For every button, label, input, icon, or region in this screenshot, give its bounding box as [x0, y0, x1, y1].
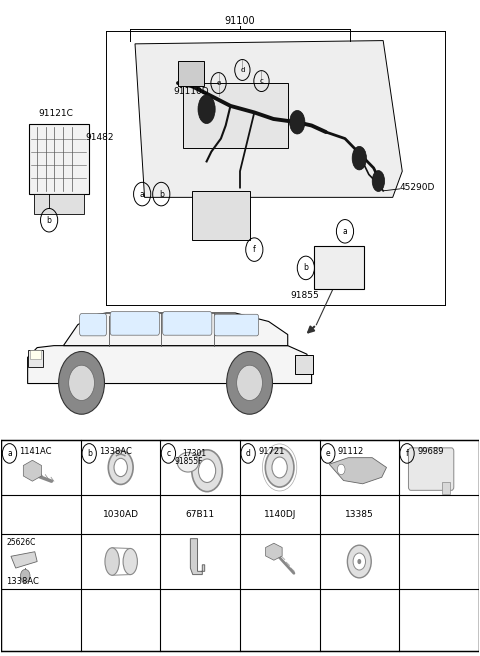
Text: a: a	[7, 449, 12, 458]
Text: 91721: 91721	[258, 447, 285, 456]
Text: 91482: 91482	[85, 133, 113, 142]
Circle shape	[21, 569, 30, 583]
Text: 1141AC: 1141AC	[20, 447, 52, 456]
Circle shape	[59, 352, 105, 414]
Text: b: b	[159, 190, 164, 199]
Bar	[28, 350, 43, 367]
Text: 13385: 13385	[345, 510, 374, 519]
Text: c: c	[167, 449, 170, 458]
Text: 25626C: 25626C	[6, 538, 36, 546]
Text: f: f	[253, 245, 256, 254]
FancyBboxPatch shape	[163, 312, 212, 335]
Text: b: b	[47, 216, 51, 225]
Text: a: a	[343, 227, 348, 236]
Bar	[183, 83, 288, 148]
Text: d: d	[240, 67, 245, 73]
FancyBboxPatch shape	[110, 312, 159, 335]
Circle shape	[265, 448, 294, 487]
Polygon shape	[24, 461, 41, 482]
Circle shape	[114, 459, 127, 477]
Text: 1030AD: 1030AD	[103, 510, 139, 519]
Polygon shape	[265, 543, 282, 560]
Circle shape	[69, 365, 95, 401]
Circle shape	[337, 464, 345, 475]
Bar	[30, 350, 40, 359]
Circle shape	[108, 451, 133, 484]
Circle shape	[272, 457, 287, 478]
Text: 1338AC: 1338AC	[6, 577, 39, 586]
Ellipse shape	[352, 146, 366, 170]
Bar	[442, 482, 450, 493]
Bar	[178, 62, 204, 87]
Bar	[295, 356, 313, 374]
Text: 1140DJ: 1140DJ	[264, 510, 296, 519]
Circle shape	[199, 459, 216, 482]
Bar	[1, 440, 479, 651]
Text: a: a	[140, 190, 144, 199]
Polygon shape	[11, 552, 37, 568]
Text: 45290D: 45290D	[400, 183, 435, 192]
Ellipse shape	[105, 548, 119, 575]
Circle shape	[353, 553, 365, 570]
Text: 17301: 17301	[182, 449, 206, 458]
Text: d: d	[246, 449, 251, 458]
Bar	[34, 194, 84, 214]
Circle shape	[192, 450, 222, 491]
Text: b: b	[303, 264, 308, 272]
Circle shape	[237, 365, 263, 401]
Text: 91855: 91855	[290, 291, 319, 300]
FancyBboxPatch shape	[214, 314, 259, 336]
Circle shape	[348, 545, 371, 578]
Ellipse shape	[289, 110, 305, 134]
Ellipse shape	[198, 95, 215, 123]
Polygon shape	[135, 41, 402, 197]
Polygon shape	[329, 458, 386, 483]
FancyBboxPatch shape	[80, 314, 107, 336]
Text: c: c	[260, 78, 264, 84]
Text: 91110D: 91110D	[173, 87, 209, 96]
Text: b: b	[87, 449, 92, 458]
Text: 67B11: 67B11	[186, 510, 215, 519]
Text: 99689: 99689	[417, 447, 444, 456]
Ellipse shape	[372, 171, 384, 192]
Text: 1338AC: 1338AC	[99, 447, 132, 456]
Text: e: e	[216, 80, 221, 86]
Ellipse shape	[123, 548, 137, 575]
Circle shape	[227, 352, 273, 414]
Bar	[314, 247, 364, 289]
Text: 91855F: 91855F	[175, 457, 203, 466]
Polygon shape	[28, 346, 312, 384]
Text: 91121C: 91121C	[39, 109, 74, 117]
Bar	[192, 191, 250, 240]
Polygon shape	[191, 539, 204, 575]
Ellipse shape	[177, 453, 199, 472]
Text: e: e	[325, 449, 330, 458]
Polygon shape	[63, 313, 288, 346]
Bar	[29, 123, 89, 194]
Text: 91100: 91100	[225, 16, 255, 26]
Circle shape	[358, 559, 361, 564]
Text: 91112: 91112	[338, 447, 364, 456]
FancyBboxPatch shape	[408, 448, 454, 490]
Text: f: f	[406, 449, 408, 458]
